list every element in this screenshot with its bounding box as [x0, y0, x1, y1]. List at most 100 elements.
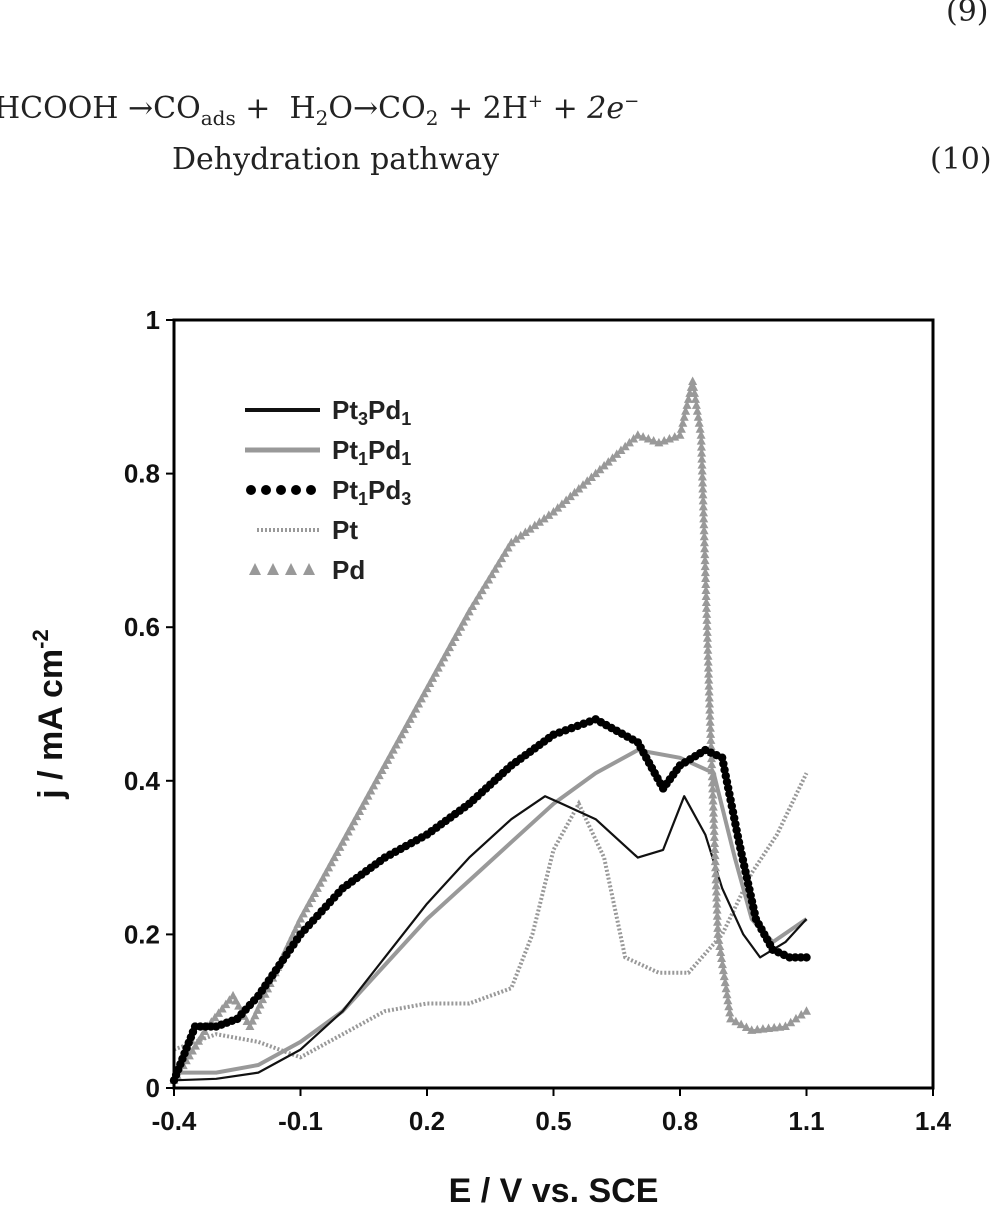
- data-point: [315, 878, 325, 887]
- data-point: [419, 688, 429, 698]
- data-point: [711, 874, 721, 884]
- data-point: [708, 789, 718, 799]
- data-point: [638, 432, 648, 441]
- data-point: [224, 995, 234, 1004]
- eq10-caption: Dehydration pathway: [172, 142, 500, 177]
- legend-item-pt: Pt: [257, 515, 358, 545]
- legend-swatch: [291, 485, 301, 495]
- legend-swatch: [261, 485, 271, 495]
- data-point: [221, 999, 231, 1009]
- data-point: [318, 873, 328, 882]
- legend-swatch: [249, 563, 261, 575]
- data-point: [484, 574, 494, 584]
- x-tick-label: 0.5: [535, 1106, 571, 1136]
- data-point: [702, 627, 712, 636]
- data-point: [346, 821, 356, 831]
- data-point: [697, 460, 707, 469]
- data-point: [780, 1021, 790, 1031]
- data-point: [703, 651, 713, 660]
- eq10-co-sub: ads: [200, 106, 236, 130]
- data-point: [706, 735, 716, 744]
- eq10-co: CO: [153, 91, 201, 126]
- data-point: [713, 917, 723, 926]
- data-point: [702, 633, 712, 642]
- data-point: [711, 868, 721, 878]
- data-point: [713, 929, 723, 938]
- data-point: [461, 611, 471, 621]
- y-axis-label: j / mA cm-2: [28, 629, 70, 799]
- series-line: [173, 772, 809, 1060]
- plot-frame: [172, 318, 935, 1090]
- eq10-reactant: HCOOH: [0, 91, 119, 126]
- data-point: [490, 564, 500, 573]
- data-point: [701, 579, 711, 589]
- data-point: [678, 418, 688, 427]
- data-point: [786, 1017, 796, 1027]
- data-point: [520, 527, 530, 536]
- data-point: [696, 442, 706, 451]
- data-point: [697, 472, 707, 481]
- data-point: [422, 683, 432, 693]
- legend-label-element: Pt: [332, 515, 358, 545]
- data-point: [683, 394, 693, 403]
- data-point: [709, 826, 719, 835]
- data-point: [304, 898, 314, 908]
- legend-label-element: Pt: [332, 435, 358, 465]
- data-point: [675, 430, 685, 439]
- data-point: [709, 832, 719, 841]
- legend-label-subscript: 3: [401, 489, 411, 509]
- data-point: [707, 765, 717, 775]
- data-point: [705, 723, 715, 732]
- data-point: [704, 693, 714, 702]
- data-point: [290, 924, 300, 934]
- legend-item-pd: Pd: [249, 555, 365, 585]
- data-point: [402, 719, 412, 728]
- data-point: [709, 808, 719, 817]
- data-point: [388, 745, 398, 754]
- data-point: [310, 888, 320, 897]
- data-point: [698, 489, 708, 499]
- data-point: [721, 983, 731, 993]
- series-line: [174, 748, 808, 1075]
- data-point: [633, 430, 643, 439]
- data-point: [726, 1013, 736, 1023]
- data-point: [698, 495, 708, 505]
- data-point: [397, 729, 407, 739]
- data-point: [704, 687, 714, 696]
- data-point: [416, 693, 426, 703]
- series-pd: [169, 376, 811, 1084]
- data-point: [477, 585, 487, 595]
- x-tick-label: -0.4: [152, 1106, 197, 1136]
- data-point: [802, 953, 811, 962]
- data-point: [717, 959, 727, 969]
- legend-swatch: [267, 563, 279, 575]
- legend-item-pt1pd3: Pt1Pd3: [246, 475, 411, 509]
- data-point: [450, 632, 460, 641]
- eq10-water-h: H: [289, 91, 316, 126]
- legend-label: Pt1Pd3: [332, 475, 411, 509]
- data-point: [700, 567, 710, 577]
- legend-label: Pt: [332, 515, 358, 545]
- data-point: [352, 811, 362, 821]
- data-point: [701, 573, 711, 583]
- eq10-protons: 2H: [482, 91, 528, 126]
- data-point: [544, 510, 554, 519]
- data-point: [430, 668, 440, 677]
- data-point: [679, 412, 689, 421]
- data-point: [697, 466, 707, 475]
- legend-label-element: Pd: [368, 475, 401, 505]
- data-point: [719, 971, 729, 981]
- data-point: [692, 406, 702, 415]
- data-point: [374, 770, 384, 780]
- legend-swatch: [246, 485, 256, 495]
- data-point: [464, 606, 474, 616]
- data-point: [301, 903, 311, 913]
- data-point: [363, 791, 373, 800]
- data-point: [690, 394, 700, 403]
- data-point: [712, 905, 722, 914]
- data-point: [698, 483, 708, 493]
- arrow-icon: →: [353, 91, 379, 126]
- plus-icon: +: [447, 91, 474, 126]
- data-point: [710, 850, 720, 860]
- data-point: [697, 448, 707, 457]
